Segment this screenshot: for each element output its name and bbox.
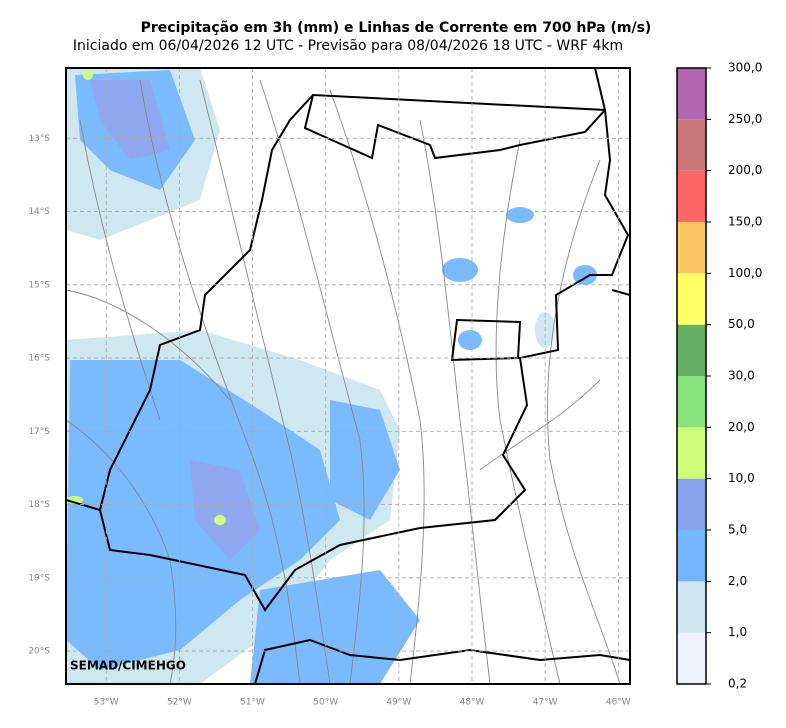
y-tick-label: 20°S xyxy=(28,647,50,657)
y-tick-label: 16°S xyxy=(28,354,50,364)
precip-fields xyxy=(66,68,597,684)
x-tick-label: 51°W xyxy=(240,698,265,708)
x-tick-label: 46°W xyxy=(606,698,631,708)
colorbar-bin xyxy=(677,222,706,274)
colorbar-bin xyxy=(677,376,706,428)
x-tick-label: 48°W xyxy=(460,698,485,708)
x-tick-label: 47°W xyxy=(533,698,558,708)
colorbar-bin xyxy=(677,68,706,120)
y-tick-label: 17°S xyxy=(28,427,50,437)
borders xyxy=(66,68,630,684)
colorbar: 0,2 1,0 2,0 5,0 10,0 20,0 30,0 50,0 100,0 150,0 20… xyxy=(676,61,762,691)
colorbar-bin xyxy=(677,427,706,479)
map-area xyxy=(66,68,630,684)
colorbar-label: 300,0 xyxy=(728,61,762,75)
y-tick-label: 13°S xyxy=(28,134,50,144)
colorbar-label: 10,0 xyxy=(728,471,755,485)
colorbar-label: 250,0 xyxy=(728,112,762,126)
grid xyxy=(66,68,630,684)
map-frame xyxy=(65,67,631,685)
title: Precipitação em 3h (mm) e Linhas de Corr… xyxy=(141,20,652,36)
subtitle: Iniciado em 06/04/2026 12 UTC - Previsão… xyxy=(73,38,623,54)
x-tick-label: 53°W xyxy=(94,698,119,708)
colorbar-bin xyxy=(677,632,706,684)
credit: SEMAD/CIMEHGO xyxy=(70,659,186,673)
x-tick-label: 50°W xyxy=(313,698,338,708)
x-tick-label: 52°W xyxy=(167,698,192,708)
colorbar-bin xyxy=(677,170,706,222)
y-tick-label: 14°S xyxy=(28,207,50,217)
colorbar-bin xyxy=(677,273,706,325)
colorbar-label: 150,0 xyxy=(728,215,762,229)
y-tick-label: 19°S xyxy=(28,573,50,583)
colorbar-label: 100,0 xyxy=(728,266,762,280)
colorbar-label: 20,0 xyxy=(728,420,755,434)
streamlines xyxy=(66,79,621,684)
y-tick-label: 18°S xyxy=(28,500,50,510)
colorbar-bin xyxy=(677,581,706,633)
colorbar-bin xyxy=(677,119,706,171)
colorbar-label: 50,0 xyxy=(728,317,755,331)
colorbar-bin xyxy=(677,530,706,582)
colorbar-bin xyxy=(677,324,706,376)
colorbar-label: 0,2 xyxy=(728,677,747,691)
y-tick-label: 15°S xyxy=(28,280,50,290)
colorbar-bin xyxy=(677,478,706,530)
x-tick-label: 49°W xyxy=(386,698,411,708)
colorbar-label: 5,0 xyxy=(728,523,747,537)
colorbar-label: 200,0 xyxy=(728,163,762,177)
colorbar-label: 1,0 xyxy=(728,625,747,639)
colorbar-label: 30,0 xyxy=(728,369,755,383)
colorbar-label: 2,0 xyxy=(728,574,747,588)
